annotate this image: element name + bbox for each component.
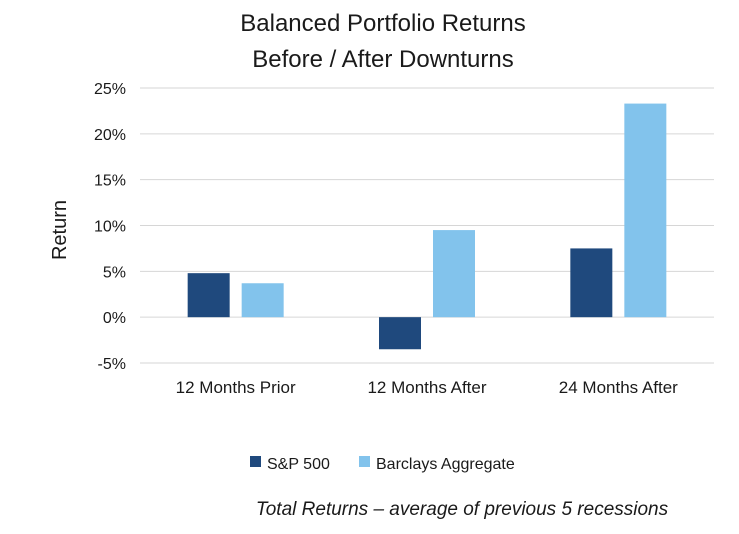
bar-barclays-aggregate-2 — [624, 103, 667, 318]
bar-barclays-aggregate-1 — [433, 230, 475, 318]
x-category-label: 24 Months After — [559, 378, 678, 397]
x-category-label: 12 Months Prior — [176, 378, 296, 397]
legend-label: S&P 500 — [267, 456, 330, 473]
x-category-label: 12 Months After — [367, 378, 486, 397]
y-tick-label: 25% — [94, 81, 126, 98]
legend-swatch — [359, 456, 370, 467]
y-tick-label: 0% — [103, 310, 126, 327]
legend-swatch — [250, 456, 261, 467]
bar-barclays-aggregate-0 — [241, 283, 284, 318]
y-axis-label: Return — [49, 200, 71, 260]
legend-label: Barclays Aggregate — [376, 456, 515, 473]
chart-title-line-1: Balanced Portfolio Returns — [240, 10, 526, 37]
bar-s-p-500-0 — [187, 273, 230, 318]
y-tick-label: -5% — [98, 356, 126, 373]
y-tick-label: 10% — [94, 219, 126, 236]
bar-s-p-500-1 — [379, 317, 421, 350]
bars — [187, 103, 667, 350]
footnote: Total Returns – average of previous 5 re… — [256, 499, 669, 520]
gridlines — [140, 87, 714, 364]
axis-labels: -5% 0% 5% 10% 15% 20% 25% 12 Months Prior 12 Mon… — [94, 81, 678, 397]
y-tick-label: 5% — [103, 264, 126, 281]
y-tick-label: 15% — [94, 173, 126, 190]
chart-title-line-2: Before / After Downturns — [252, 46, 513, 73]
legend: S&P 500 Barclays Aggregate — [250, 456, 515, 473]
y-tick-label: 20% — [94, 127, 126, 144]
bar-s-p-500-2 — [570, 248, 613, 318]
